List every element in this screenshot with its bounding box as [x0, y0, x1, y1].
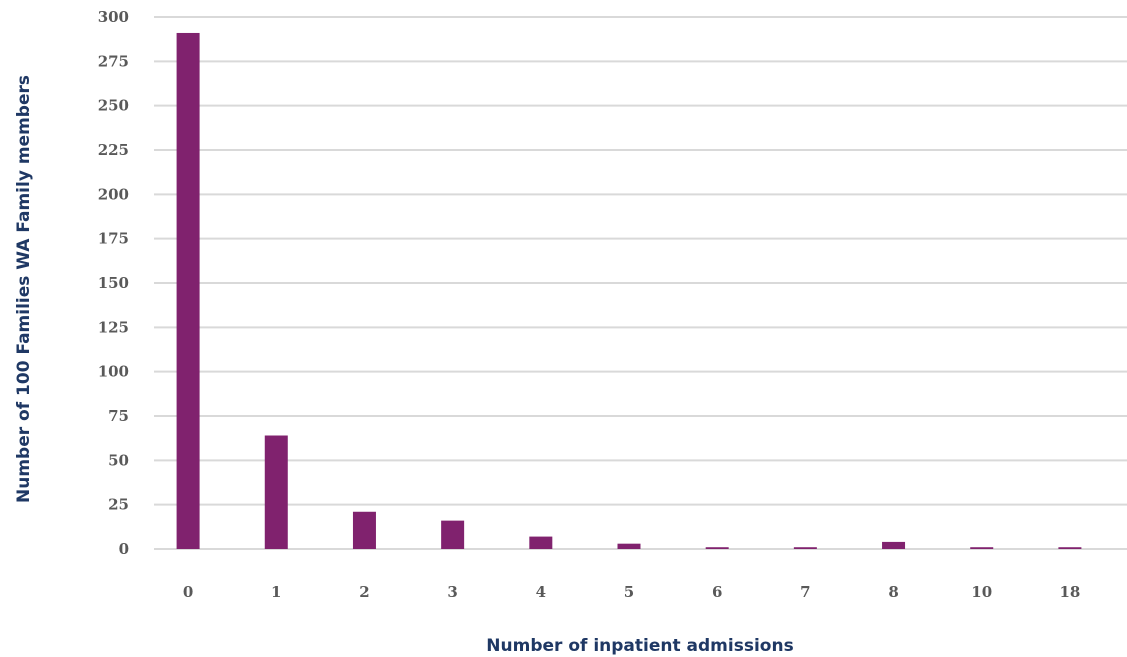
x-tick-label: 2 [359, 583, 369, 601]
y-tick-label: 175 [98, 230, 129, 248]
bar-0 [176, 32, 200, 549]
x-tick-label: 18 [1059, 583, 1080, 601]
x-axis-tick-labels: 0 1 2 3 4 5 6 7 8 10 18 [183, 583, 1080, 601]
bars [176, 32, 1082, 549]
bar-6 [705, 547, 729, 549]
bar-4 [529, 536, 553, 549]
x-axis-title: Number of inpatient admissions [486, 636, 793, 656]
y-tick-label: 25 [108, 496, 129, 514]
bar-1 [264, 435, 288, 549]
y-tick-label: 200 [98, 185, 129, 203]
bar-7 [793, 547, 817, 549]
x-tick-label: 0 [183, 583, 193, 601]
x-tick-label: 1 [271, 583, 281, 601]
x-tick-label: 4 [536, 583, 546, 601]
y-tick-label: 250 [98, 97, 129, 115]
x-tick-label: 8 [888, 583, 898, 601]
y-tick-label: 275 [98, 52, 129, 70]
y-axis-title: Number of 100 Families WA Family members [14, 75, 34, 503]
y-tick-label: 150 [98, 274, 129, 292]
x-tick-label: 10 [971, 583, 992, 601]
x-tick-label: 3 [447, 583, 457, 601]
x-tick-label: 7 [800, 583, 810, 601]
y-tick-label: 225 [98, 141, 129, 159]
y-tick-label: 300 [98, 8, 129, 26]
bar-2 [352, 511, 376, 549]
y-tick-label: 0 [119, 540, 129, 558]
y-tick-label: 125 [98, 318, 129, 336]
y-tick-label: 50 [108, 451, 129, 469]
bar-3 [441, 520, 465, 549]
bar-18 [1058, 547, 1082, 549]
x-tick-label: 5 [624, 583, 634, 601]
bar-5 [617, 543, 641, 549]
x-tick-label: 6 [712, 583, 722, 601]
gridlines [154, 16, 1127, 550]
bar-10 [970, 547, 994, 549]
y-tick-label: 100 [98, 363, 129, 381]
y-axis-tick-labels: 0 25 50 75 100 125 150 175 200 225 250 275 300 [98, 8, 129, 558]
bar-8 [882, 541, 906, 549]
y-tick-label: 75 [108, 407, 129, 425]
